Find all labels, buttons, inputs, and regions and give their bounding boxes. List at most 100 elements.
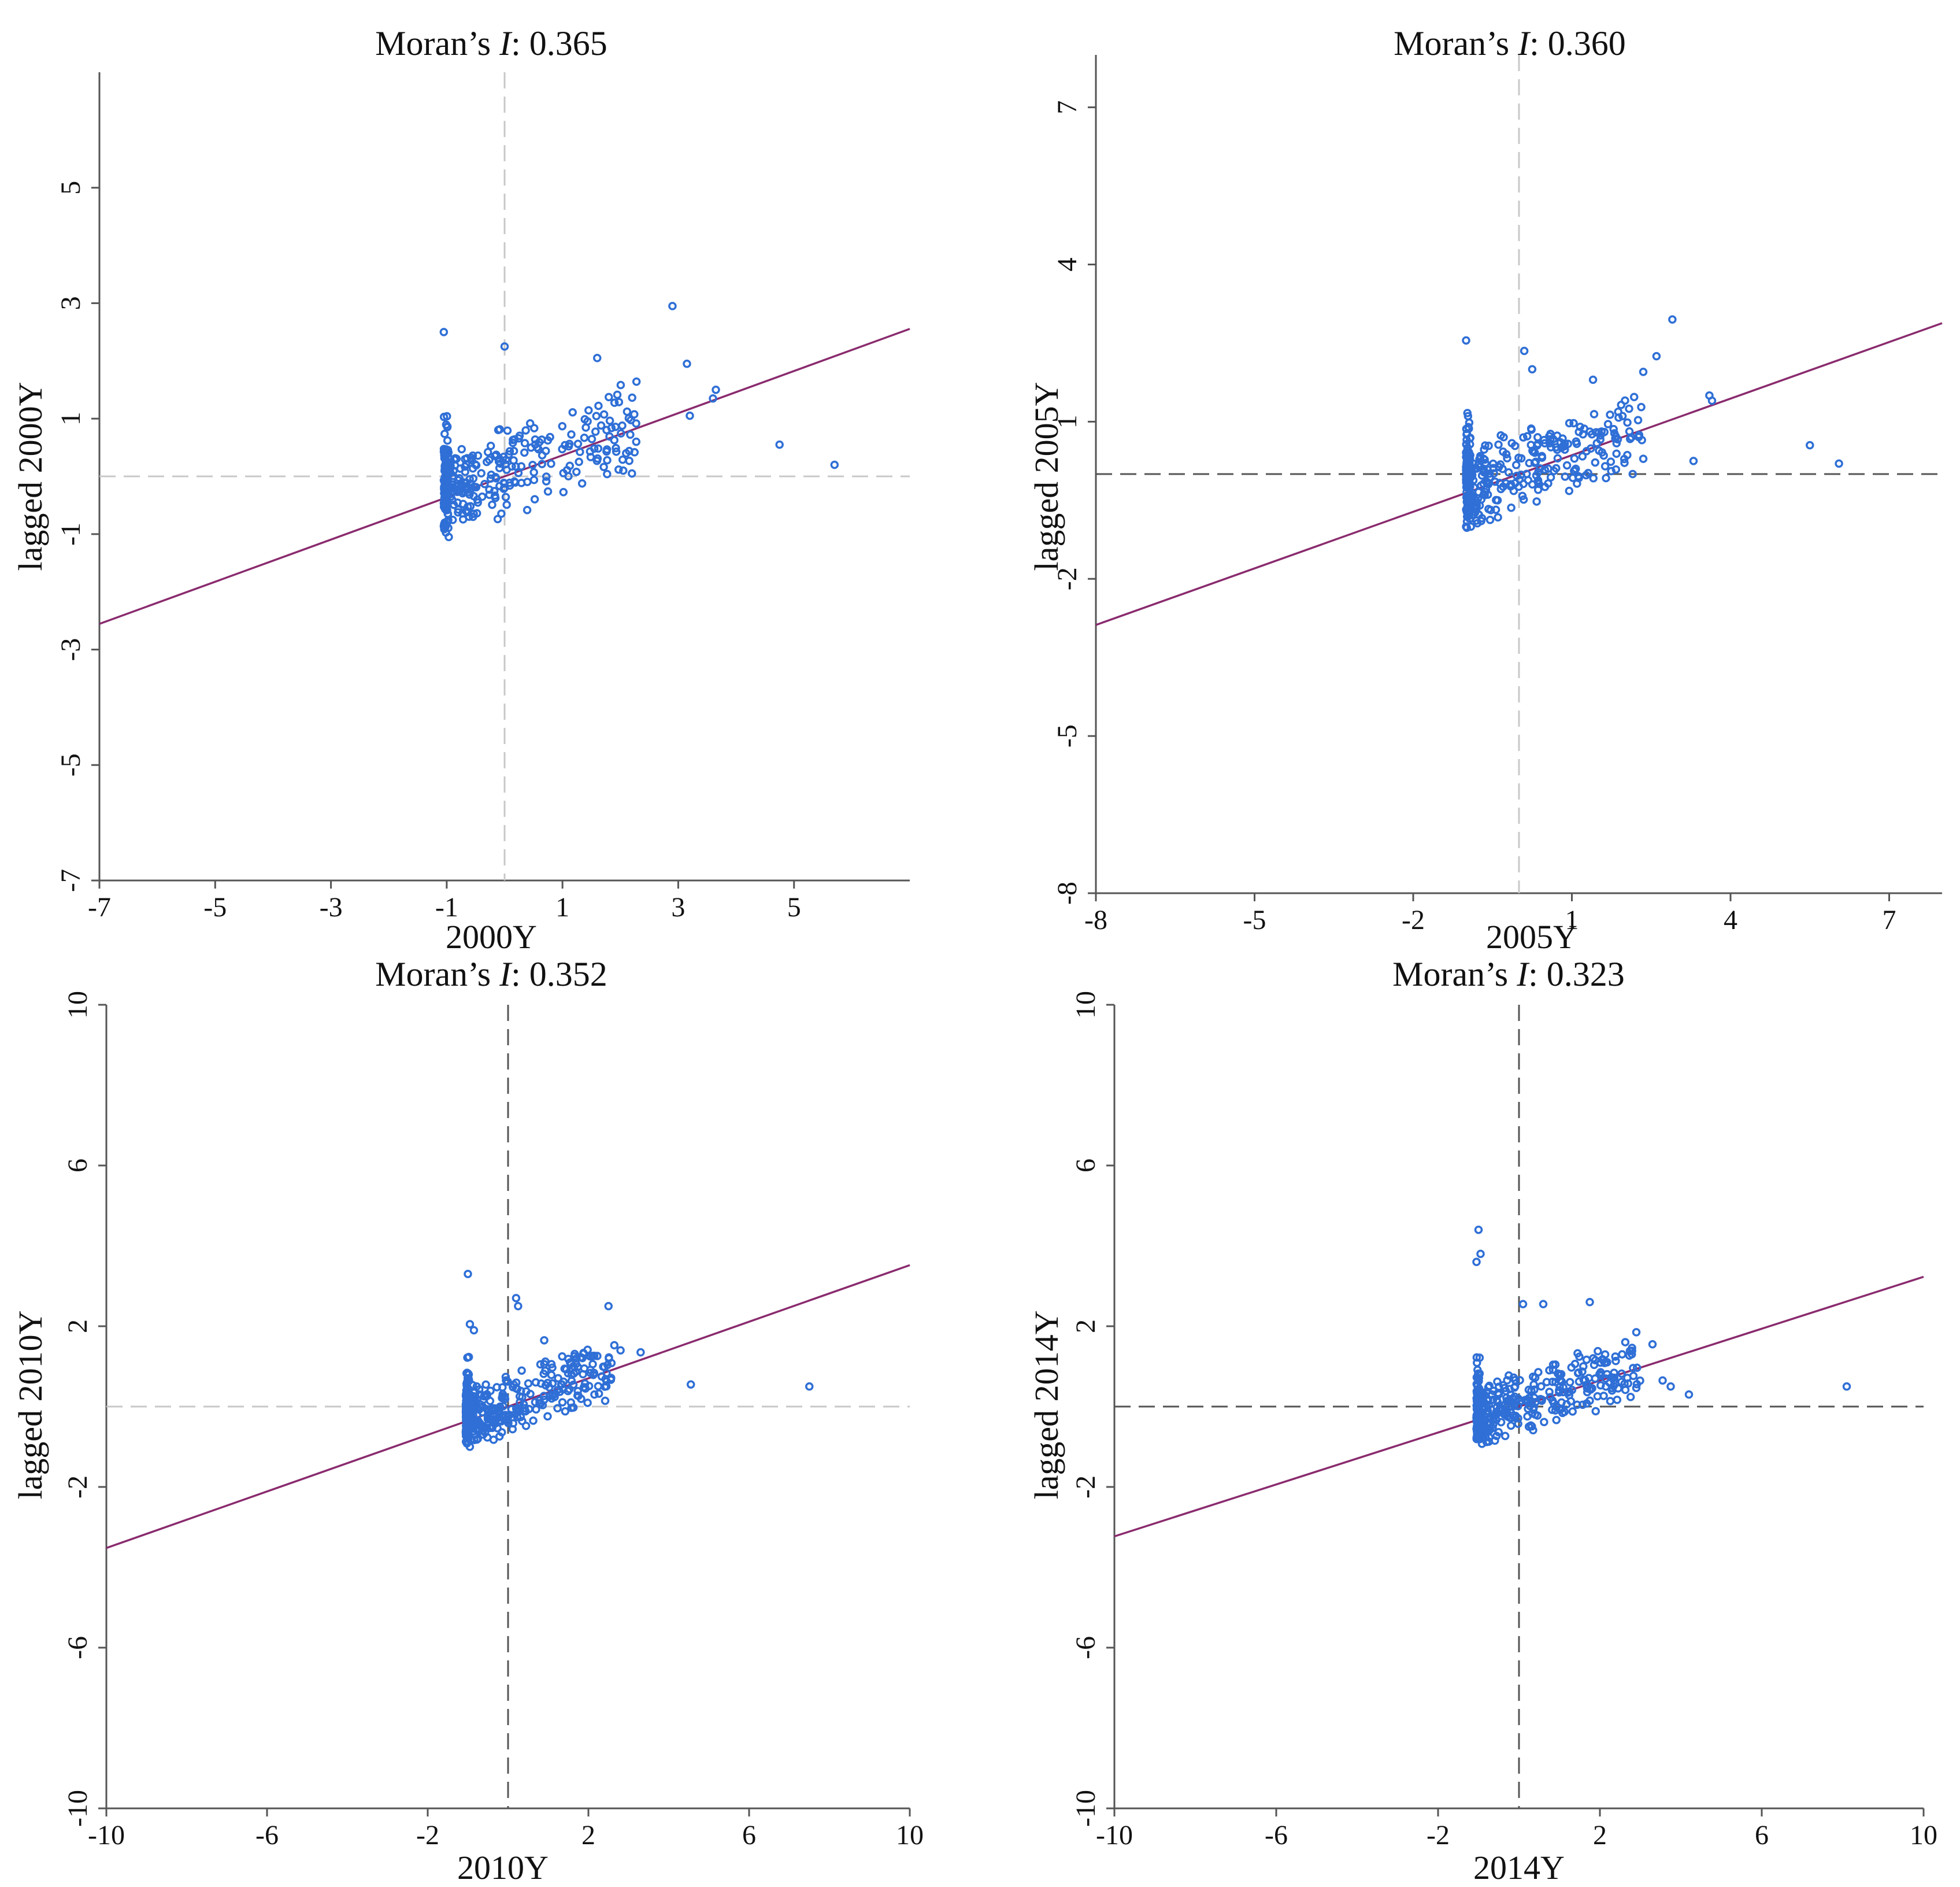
panel-2010-data-point [597,1372,606,1381]
panel-2005-data-point [1578,452,1587,461]
panel-2014-data-point [1516,1376,1524,1385]
panel-2010-data-point [543,1378,552,1388]
panel-2014-data-point [1582,1355,1591,1364]
panel-2005-data-point [1475,462,1484,471]
panel-2014-data-point [1632,1383,1641,1392]
panel-2014-data-point [1590,1360,1599,1370]
panel-2014-data-point [1625,1346,1635,1356]
panel-2014-data-point [1600,1350,1610,1359]
panel-2010-data-point [464,1270,472,1278]
panel-2005-data-point [1568,473,1577,482]
panel-2014-data-point [1594,1346,1602,1356]
panel-2005-title-prefix: Moran’s [1394,24,1518,62]
panel-2000-data-point [440,474,449,483]
panel-2000-data-point [599,462,608,472]
panel-2005-data-point [1553,431,1562,440]
panel-2005-data-point [1611,465,1621,474]
panel-2010-data-point [560,1364,569,1373]
panel-2014-data-point [1596,1381,1605,1390]
panel-2014-data-point [1842,1382,1851,1391]
panel-2010-data-point [805,1382,814,1391]
panel-2000-title-italic: I [499,24,513,62]
panel-2005-y-tick-label: -8 [1052,882,1083,905]
panel-2014-data-point [1502,1393,1511,1402]
panel-2010-data-point [507,1405,516,1414]
panel-2010-data-point [489,1435,498,1444]
panel-2010-data-point [580,1364,589,1373]
panel-2005-data-point [1472,504,1481,512]
panel-2010-data-point [567,1404,576,1412]
panel-2000-data-point [626,430,635,439]
panel-2005-data-point [1557,443,1566,452]
panel-2005-data-point [1609,424,1618,434]
panel-2005-data-point [1463,409,1472,417]
panel-2014-plot-area: -10 -6 -2 2 6 10 -10 -6 -2 2 6 10 [1070,991,1937,1851]
panel-2014-y-label: lagged 2014Y [1028,1311,1065,1500]
panel-2014-data-point [1629,1364,1637,1372]
panel-2005-data-point [1537,452,1546,461]
panel-2010-data-point [462,1421,470,1430]
panel-2014-data-point [1629,1371,1638,1381]
panel-2010-data-point [532,1405,540,1414]
panel-2005-data-point [1491,505,1500,514]
panel-2005-data-point [1525,458,1534,468]
panel-2000-x-tick-label: 3 [671,892,685,923]
panel-2005-data-point [1598,448,1606,457]
panel-2014-data-point [1531,1410,1540,1419]
panel-2005-data-point [1480,491,1489,500]
panel-2005-data-point [1614,407,1622,416]
panel-2000-data-point [612,447,621,456]
panel-2010-data-point [545,1392,554,1401]
panel-2000-data-point [538,451,547,460]
panel-2014-data-point [1474,1397,1483,1407]
panel-2000-data-point [610,398,619,407]
panel-2000-x-tick-label: -7 [88,892,111,923]
panel-2000-data-point [573,439,583,449]
panel-2005-data-point [1494,462,1503,472]
panel-2000-data-point [440,430,449,438]
panel-2000-data-point [559,469,568,478]
panel-2000-data-point [530,424,539,432]
panel-2014-data-point [1586,1385,1595,1394]
panel-2014-data-point [1505,1385,1514,1393]
panel-2000-data-point [469,474,478,483]
panel-2010-data-point [583,1398,592,1407]
panel-2000-plot-area: -7 -5 -3 -1 1 3 5 -7 -5 -3 -1 1 3 5 [55,72,910,923]
panel-2000-data-point [602,426,611,435]
panel-2010-title-prefix: Moran’s [375,955,499,993]
panel-2000-data-point [461,462,469,471]
panel-2000-data-point [683,360,691,368]
panel-2014-x-label: 2014Y [1473,1849,1565,1886]
panel-2000-data-point [493,515,502,524]
panel-2000-data-point [542,477,551,486]
panel-2014-data-point [1525,1401,1535,1411]
panel-2000-regression-line [99,328,910,625]
panel-2000-y-tick-label: 1 [55,412,86,426]
panel-2005-data-point [1462,483,1471,491]
panel-2000-data-point [486,474,495,483]
panel-2014-data-point [1524,1385,1533,1394]
panel-2014-data-point [1621,1338,1630,1346]
panel-2005-data-point [1570,467,1579,475]
panel-2010-data-point [518,1416,527,1426]
panel-2014-data-point [1548,1396,1557,1405]
panel-2005-data-point [1506,480,1516,489]
panel-2000-data-point [590,444,599,453]
panel-2000-data-point [492,450,501,459]
panel-2014-data-point [1585,1298,1594,1307]
panel-2014-data-point [1474,1225,1483,1234]
panel-2005-data-point [1570,454,1579,463]
panel-2014-data-point [1473,1366,1482,1374]
panel-2005-data-point [1517,471,1525,479]
panel-2005-data-point [1499,433,1508,442]
panel-2000-data-point [592,412,601,420]
panel-2000-data-point [617,429,625,438]
panel-2005-data-point [1465,418,1474,427]
panel-2005-data-point [1507,503,1516,512]
panel-2014: Moran’s I: 0.323 2014Y lagged 2014Y -10-… [1028,955,1937,1886]
panel-2010-data-point [517,1366,526,1375]
panel-2014-data-point [1605,1378,1614,1388]
panel-2014-y-tick-label: -2 [1070,1475,1101,1498]
panel-2010-data-point [488,1423,497,1433]
panel-2014-data-point [1551,1406,1560,1415]
